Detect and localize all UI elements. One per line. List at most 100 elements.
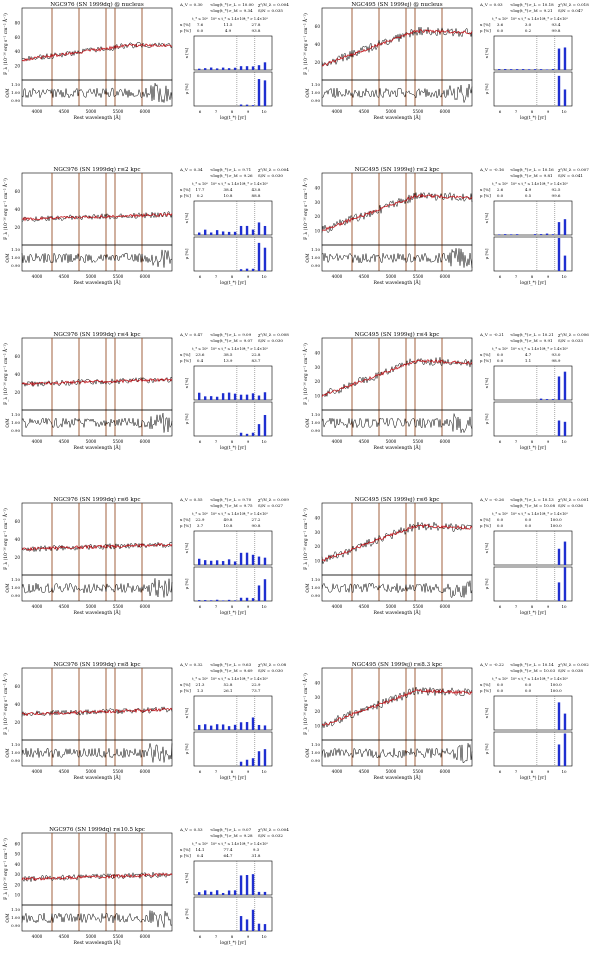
x-hist-frame bbox=[193, 530, 273, 566]
ratio-frame bbox=[21, 739, 173, 767]
flux-tick-label: 20 bbox=[315, 379, 321, 384]
hist-bar bbox=[239, 597, 243, 601]
panel-0: NGC976 (SN 1999dq) @ nucleus 20 40 60 80 F_λ … bbox=[3, 1, 289, 121]
hist-bar bbox=[221, 231, 225, 235]
hist-bar bbox=[209, 560, 213, 565]
flux-axis-label: F_λ (10⁻¹⁶ erg s⁻¹ cm⁻² Å⁻¹) bbox=[3, 838, 9, 900]
wave-tick-label: 4000 bbox=[332, 439, 343, 444]
hist-bar bbox=[233, 600, 237, 601]
ratio-tick-label: 1.10 bbox=[11, 907, 20, 912]
age-tick-label: 10 bbox=[561, 109, 567, 114]
x-pct-value: 4.7 bbox=[525, 352, 532, 357]
hist-bar bbox=[263, 80, 267, 106]
bin-header: t_* > 1.4×10⁹ bbox=[244, 17, 268, 21]
hist-bar bbox=[215, 890, 219, 895]
mu-pct-value: 0.0 bbox=[497, 688, 504, 693]
hist-bar bbox=[257, 65, 261, 70]
hist-bar bbox=[509, 234, 513, 235]
hist-bar bbox=[257, 556, 261, 565]
hist-bar bbox=[221, 67, 225, 70]
mu-axis-label: μ [%] bbox=[184, 248, 189, 259]
x-pct-value: 100.0 bbox=[550, 517, 562, 522]
model-spectrum bbox=[22, 212, 173, 222]
age-tick-label: 9 bbox=[547, 439, 550, 444]
param-logt-m: <log(t_*)>_M = 9.07 bbox=[210, 338, 253, 343]
bin-header: 10⁸ < t_* ≤ 1.4×10⁹ bbox=[211, 17, 246, 21]
wave-tick-label: 5500 bbox=[113, 769, 124, 774]
age-tick-label: 6 bbox=[199, 934, 202, 939]
flux-tick-label: 40 bbox=[315, 42, 321, 47]
flux-axis-label: F_λ (10⁻¹⁶ erg s⁻¹ cm⁻² Å⁻¹) bbox=[303, 13, 309, 75]
hist-bar bbox=[545, 399, 549, 400]
flux-axis-label: F_λ (10⁻¹⁶ erg s⁻¹ cm⁻² Å⁻¹) bbox=[303, 673, 309, 735]
bin-header: 10⁸ < t_* ≤ 1.4×10⁹ bbox=[211, 842, 246, 846]
mu-pct-value: 0.0 bbox=[497, 193, 504, 198]
hist-bar bbox=[251, 909, 255, 931]
x-pct-value: 22.8 bbox=[252, 352, 261, 357]
hist-bar bbox=[233, 890, 237, 895]
hist-bar bbox=[198, 232, 201, 235]
ratio-tick-label: 1.10 bbox=[311, 82, 320, 87]
wave-tick-label: 4000 bbox=[332, 274, 343, 279]
ratio-tick-label: 1.00 bbox=[11, 420, 20, 425]
bin-header: 10⁸ < t_* ≤ 1.4×10⁹ bbox=[511, 512, 546, 516]
mu-pct-value: 0.4 bbox=[197, 358, 204, 363]
hist-bar bbox=[245, 104, 249, 106]
wave-tick-label: 6000 bbox=[140, 769, 151, 774]
observed-spectrum bbox=[21, 871, 173, 883]
ratio-axis-label: O/M bbox=[305, 253, 310, 263]
ratio-tick-label: 1.10 bbox=[11, 82, 20, 87]
age-axis-label: log(t_*) [yr] bbox=[220, 446, 246, 451]
param-logt-l: <log(t_*)>_L = 9.07 bbox=[210, 827, 252, 832]
mu-axis-label: μ [%] bbox=[484, 83, 489, 94]
mu-pct-value: 0.0 bbox=[525, 688, 532, 693]
hist-bar bbox=[251, 598, 255, 601]
bin-header: t_* ≤ 10⁸ bbox=[492, 17, 508, 21]
ratio-tick-label: 0.90 bbox=[11, 923, 20, 928]
hist-bar bbox=[215, 599, 219, 601]
hist-bar bbox=[198, 892, 201, 895]
observed-spectrum bbox=[321, 191, 473, 233]
mu-axis-label: μ [%] bbox=[184, 413, 189, 424]
flux-tick-label: 40 bbox=[15, 537, 21, 542]
mu-hist-frame bbox=[493, 236, 573, 272]
age-axis-label: log(t_*) [yr] bbox=[520, 446, 546, 451]
ratio-axis-label: O/M bbox=[305, 748, 310, 758]
hist-bar bbox=[251, 393, 255, 400]
flux-tick-label: 20 bbox=[15, 390, 21, 395]
ratio-curve bbox=[21, 743, 173, 763]
age-tick-label: 6 bbox=[199, 604, 202, 609]
model-spectrum bbox=[321, 524, 473, 562]
ratio-tick-label: 0.90 bbox=[11, 263, 20, 268]
wave-tick-label: 4000 bbox=[32, 934, 43, 939]
wave-tick-label: 5500 bbox=[413, 604, 424, 609]
x-pct-value: 21.3 bbox=[196, 682, 205, 687]
hist-bar bbox=[563, 713, 567, 730]
flux-axis-label: F_λ (10⁻¹⁶ erg s⁻¹ cm⁻² Å⁻¹) bbox=[3, 508, 9, 570]
age-tick-label: 8 bbox=[231, 274, 234, 279]
mu-axis-label: μ [%] bbox=[184, 743, 189, 754]
model-spectrum bbox=[21, 707, 173, 716]
flux-tick-label: 20 bbox=[315, 214, 321, 219]
hist-bar bbox=[263, 247, 267, 271]
hist-bar bbox=[563, 219, 567, 235]
hist-bar bbox=[263, 392, 267, 400]
flux-tick-label: 30 bbox=[15, 872, 21, 877]
mu-pct-value: 0.2 bbox=[197, 193, 204, 198]
ratio-frame bbox=[21, 904, 173, 932]
wave-tick-label: 5000 bbox=[386, 604, 397, 609]
mu-pct-value: 0.0 bbox=[497, 28, 504, 33]
x-pct-value: 100.0 bbox=[550, 682, 562, 687]
ratio-tick-label: 1.10 bbox=[311, 412, 320, 417]
hist-bar bbox=[263, 414, 267, 436]
wave-tick-label: 5500 bbox=[113, 439, 124, 444]
wave-axis-label: Rest wavelength [Å] bbox=[73, 443, 120, 451]
param-av: A_V = -0.21 bbox=[479, 332, 504, 337]
wave-tick-label: 6000 bbox=[440, 274, 451, 279]
flux-tick-label: 60 bbox=[15, 519, 21, 524]
mu-pct-value: 93.8 bbox=[252, 28, 261, 33]
wave-tick-label: 4500 bbox=[59, 769, 70, 774]
wave-tick-label: 4000 bbox=[32, 439, 43, 444]
panel-title: NGC976 (SN 1999dq) r≤2 kpc bbox=[54, 166, 141, 173]
